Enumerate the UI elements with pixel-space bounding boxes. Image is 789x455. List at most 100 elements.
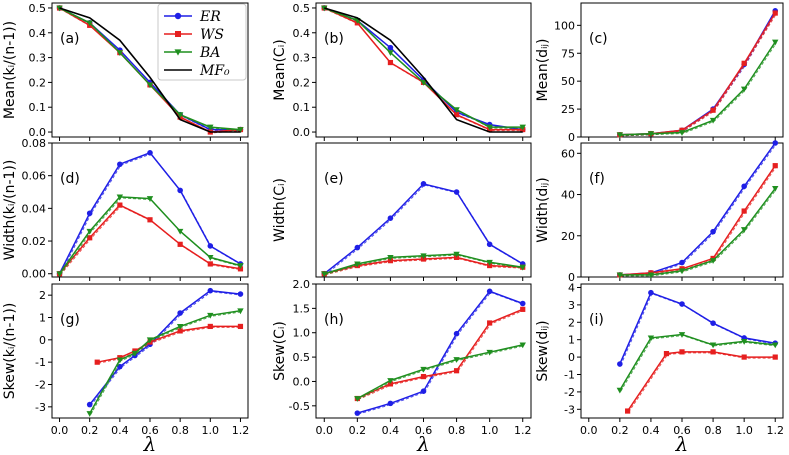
x-tick-label: 1.0 [481,424,499,437]
y-tick-label: 0.0 [29,126,47,139]
data-point [207,323,213,330]
series-ER [56,150,244,277]
data-point [709,342,717,349]
data-point [648,289,654,296]
y-tick-label: 4 [568,281,575,294]
data-point [740,86,748,93]
series-BA [321,5,526,131]
data-point [387,59,394,66]
data-point [131,350,139,357]
series-dashed-line [325,8,524,129]
y-axis-label: Width(dᵢⱼ) [535,177,551,242]
legend-marker [175,31,181,37]
data-point [520,306,526,312]
data-point [678,130,686,136]
data-point [146,196,154,202]
data-point [519,300,526,307]
y-tick-label: 0.04 [22,202,47,215]
y-axis-label: Skew(Cᵢ) [272,321,288,381]
series-BA [86,308,244,417]
data-point [354,410,361,416]
y-tick-label: -0.5 [289,400,310,413]
series-line [356,344,523,400]
data-point [710,320,716,326]
y-tick-label: 0.4 [29,27,47,40]
y-tick-label: 3 [568,299,575,312]
y-tick-label: 0.3 [29,52,47,65]
data-point [237,127,244,133]
panel-label: (h) [324,312,344,328]
series-dashed-line [628,352,777,413]
data-point [617,361,623,367]
legend-label: ER [199,9,221,25]
y-tick-label: -2 [35,379,46,392]
data-point [207,312,214,319]
data-point [387,50,394,57]
y-tick-label: 0.06 [22,170,47,183]
x-tick-label: 0.4 [382,424,400,437]
y-tick-label: 0.2 [29,76,47,89]
data-point [486,124,493,131]
data-point [387,254,394,261]
y-axis-label: Skew(dᵢⱼ) [535,320,551,381]
legend-entry-WS: WS [164,27,224,43]
data-point [679,259,685,266]
data-point [146,82,154,89]
data-point [420,366,427,373]
panel-label: (a) [60,31,80,47]
y-tick-label: 1 [568,334,575,347]
data-point [87,235,93,241]
y-tick-label: -3 [564,403,575,416]
y-axis-label: Width(kᵢ/(n-1)) [2,160,18,261]
data-point [177,241,183,247]
series-dashed-line [620,42,777,137]
legend-entry-BA: BA [164,45,220,61]
x-tick-label: 0.2 [611,424,629,437]
series-line [619,12,776,136]
data-point [740,227,748,233]
series-line [619,142,776,276]
data-point [679,301,685,307]
x-tick-label: 0.6 [141,424,159,437]
data-point [772,10,778,16]
panel-a: 0.0 0.1 0.2 0.3 0.4 0.5 Mean(kᵢ/(n-1)) (a) [2,2,249,141]
panel-label: (e) [324,171,344,187]
data-point [616,387,624,394]
legend-entry-MF₀: MF₀ [164,63,230,79]
data-point [237,263,244,269]
series-ER [321,5,526,133]
axes-frame [315,2,532,138]
data-point [420,373,427,380]
data-point [772,163,778,169]
x-tick-label: 0.2 [81,424,99,437]
data-point [177,328,183,334]
y-tick-label: 0.5 [29,2,47,15]
data-point [207,261,213,267]
series-line [58,196,241,275]
x-tick-label: 1.0 [202,424,220,437]
data-point [237,323,244,330]
data-point [616,132,624,139]
panel-label: (i) [589,312,604,328]
data-point [772,185,779,192]
axes-frame [51,283,249,419]
data-point [321,271,328,278]
data-point [176,324,184,330]
y-axis-label: Width(Cᵢ) [272,178,288,242]
data-point [116,50,124,57]
data-point [146,337,154,344]
data-point [616,272,624,279]
series-WS [625,349,778,414]
series-BA [56,5,244,133]
data-point [147,150,153,156]
series-BA [616,185,779,279]
series-line [619,187,776,276]
x-tick-label: 0.8 [704,424,722,437]
series-dashed-line [620,143,777,277]
x-tick-label: 0.0 [580,424,598,437]
series-line [619,291,776,365]
data-point [453,368,460,374]
y-tick-label: -1 [35,356,46,369]
